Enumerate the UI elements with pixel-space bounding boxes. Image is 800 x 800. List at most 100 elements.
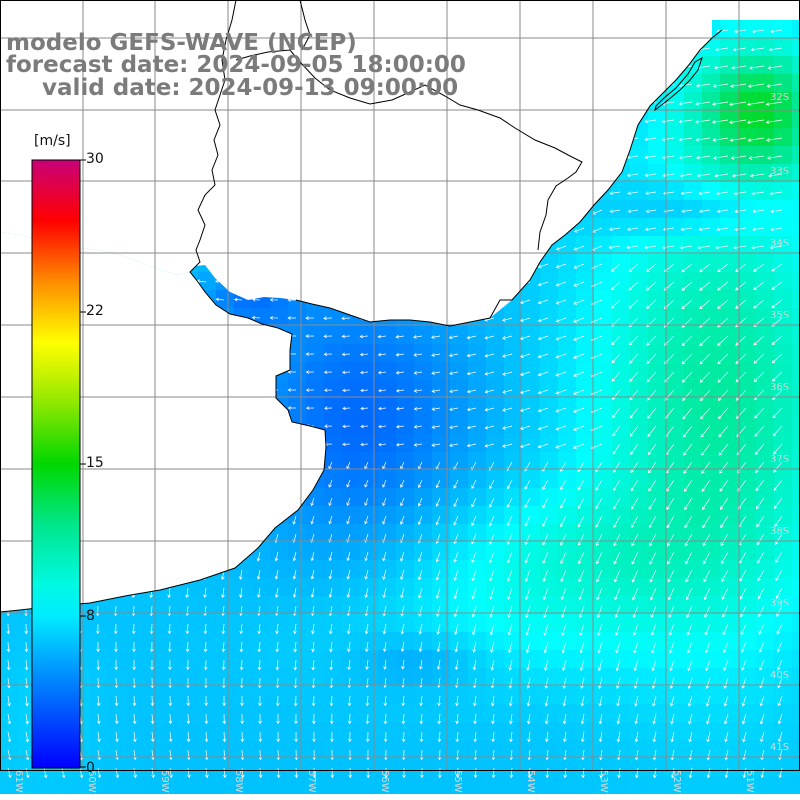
field-cell — [666, 668, 684, 686]
field-cell — [360, 614, 378, 632]
field-cell — [666, 128, 684, 146]
wind-arrow — [699, 299, 711, 310]
field-cell — [252, 578, 270, 596]
field-cell — [720, 272, 738, 290]
field-cell — [702, 146, 720, 164]
field-cell — [396, 398, 414, 416]
field-cell — [594, 434, 612, 452]
field-cell — [198, 758, 216, 776]
field-cell — [216, 668, 234, 686]
field-cell — [648, 758, 666, 776]
field-cell — [594, 686, 612, 704]
field-cell — [468, 470, 486, 488]
field-cell — [432, 632, 450, 650]
wind-arrow — [7, 677, 11, 689]
wind-arrow — [615, 659, 621, 672]
field-cell — [594, 416, 612, 434]
wind-arrow — [735, 281, 747, 291]
wind-arrow — [506, 569, 513, 582]
field-cell — [360, 452, 378, 470]
field-cell — [324, 488, 342, 506]
field-cell — [198, 632, 216, 650]
wind-arrow — [613, 533, 621, 547]
wind-arrow — [555, 425, 567, 431]
wind-arrow — [383, 695, 388, 707]
field-cell — [594, 308, 612, 326]
wind-arrow — [466, 389, 477, 394]
field-cell — [684, 578, 702, 596]
field-cell — [738, 452, 756, 470]
wind-arrow — [573, 425, 585, 431]
wind-arrow — [542, 569, 549, 583]
field-cell — [522, 650, 540, 668]
field-cell — [360, 668, 378, 686]
wind-arrow — [323, 334, 333, 339]
field-cell — [162, 668, 180, 686]
field-cell — [774, 182, 792, 200]
wind-arrow — [488, 533, 495, 545]
field-cell — [432, 416, 450, 434]
field-cell — [630, 650, 648, 668]
wind-arrow — [310, 569, 315, 580]
field-cell — [126, 758, 144, 776]
wind-arrow — [490, 677, 495, 689]
field-cell — [630, 578, 648, 596]
field-cell — [432, 758, 450, 776]
colorbar-unit: [m/s] — [34, 133, 71, 149]
field-cell — [576, 740, 594, 758]
field-cell — [468, 326, 486, 344]
field-cell — [666, 488, 684, 506]
wind-arrow — [526, 677, 531, 689]
wind-arrow — [448, 335, 459, 340]
field-cell — [522, 416, 540, 434]
wind-arrow — [617, 767, 621, 779]
field-cell — [180, 776, 198, 794]
field-cell — [756, 182, 774, 200]
field-cell — [702, 776, 720, 794]
field-cell — [342, 542, 360, 560]
field-cell — [360, 488, 378, 506]
wind-arrow — [614, 605, 621, 619]
field-cell — [630, 362, 648, 380]
field-cell — [234, 704, 252, 722]
field-cell — [216, 632, 234, 650]
wind-arrow — [578, 605, 585, 619]
wind-arrow — [718, 425, 729, 438]
field-cell — [0, 722, 18, 740]
wind-arrow — [239, 623, 244, 635]
wind-arrow — [598, 731, 603, 743]
field-cell — [306, 542, 324, 560]
wind-arrow — [702, 533, 711, 547]
field-cell — [558, 560, 576, 578]
wind-arrow — [454, 623, 459, 636]
field-cell — [738, 74, 756, 92]
wind-arrow — [537, 299, 549, 305]
wind-arrow — [234, 297, 243, 302]
field-cell — [0, 668, 18, 686]
field-cell — [792, 776, 800, 794]
wind-arrow — [401, 731, 406, 743]
field-cell — [486, 452, 504, 470]
field-cell — [270, 722, 288, 740]
field-cell — [432, 470, 450, 488]
field-cell — [486, 704, 504, 722]
field-cell — [324, 758, 342, 776]
field-cell — [324, 560, 342, 578]
wind-arrow — [239, 605, 243, 617]
field-cell — [504, 668, 522, 686]
wind-arrow — [149, 623, 154, 635]
field-cell — [504, 650, 522, 668]
field-cell — [126, 686, 144, 704]
wind-arrow — [723, 713, 729, 725]
wind-arrow — [401, 713, 406, 725]
wind-arrow — [453, 569, 459, 581]
field-cell — [720, 398, 738, 416]
field-cell — [414, 362, 432, 380]
field-cell — [288, 686, 306, 704]
wind-arrow — [595, 461, 603, 473]
field-cell — [720, 596, 738, 614]
wind-arrow — [508, 641, 513, 654]
wind-arrow — [96, 641, 100, 653]
field-cell — [522, 740, 540, 758]
wind-arrow — [616, 695, 621, 707]
